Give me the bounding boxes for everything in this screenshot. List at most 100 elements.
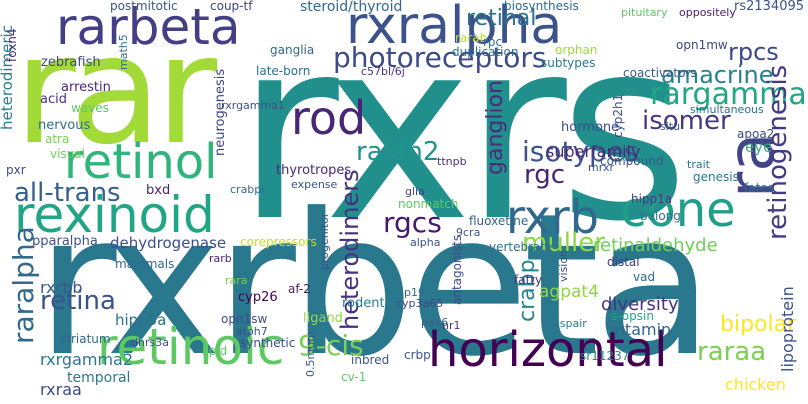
word-neurogenesis: neurogenesis: [213, 68, 228, 156]
word-bipolar: bipolar: [720, 312, 797, 337]
word-apoa2: apoa2: [737, 127, 775, 141]
word-rxralpha: rxralpha: [346, 0, 563, 56]
word-rpc: rpc: [483, 35, 503, 49]
word-alpha: alpha: [410, 236, 441, 249]
word-rodent: rodent: [342, 296, 385, 311]
word-nonmatch: nonmatch: [398, 197, 459, 211]
word-progenitor: progenitor: [318, 212, 331, 270]
word-pxr: pxr: [6, 163, 26, 177]
word-rar: rar: [14, 4, 217, 178]
word-superfamily: superfamily: [546, 142, 641, 161]
word-cyp26: cyp26: [238, 290, 278, 305]
word-rara: rara: [225, 274, 248, 287]
word-cyp2h1: cyp2h1: [611, 93, 625, 138]
word-postmitotic: postmitotic: [110, 0, 178, 13]
word-mammals: mammals: [115, 257, 175, 271]
word-raraa: raraa: [697, 337, 767, 367]
word-pituitary: pituitary: [621, 6, 668, 19]
word-diversity: diversity: [601, 294, 679, 315]
word-crabp: crabp: [515, 259, 540, 322]
word-photoreceptors: photoreceptors: [333, 41, 547, 74]
word-atoh7: atoh7: [236, 325, 268, 338]
word-chicken: chicken: [725, 375, 786, 394]
word-duplication: duplication: [452, 45, 519, 59]
word-nervous: nervous: [38, 118, 91, 133]
word-cyp3a65: cyp3a65: [396, 297, 444, 310]
word-lipoprotein: lipoprotein: [778, 286, 797, 372]
word-opn1sw: opn1sw: [221, 312, 268, 326]
word-arrestin: arrestin: [61, 80, 111, 95]
word-dhrs3a: dhrs3a: [131, 336, 169, 349]
word-c57bl-6j: c57bl/6j: [361, 65, 405, 78]
word-raldh2: raldh2: [356, 137, 440, 167]
word-crbp: crbp: [404, 348, 431, 362]
word-eye: eye: [745, 138, 773, 156]
word-acid: acid: [40, 92, 67, 107]
word-inbred: inbred: [351, 353, 390, 367]
word-ganglia: ganglia: [270, 43, 315, 57]
word-hipp5a: hipp5a: [115, 311, 167, 329]
word-9cra: 9cra: [456, 226, 481, 239]
word-temporal: temporal: [67, 370, 131, 386]
word-rarb: rarb: [209, 252, 232, 265]
word-vad: vad: [633, 270, 656, 284]
word-sr11237: sr11237: [580, 349, 630, 363]
word-rxrgamma1: rxrgamma1: [221, 99, 285, 112]
word-expense: expense: [291, 178, 338, 191]
word-pparalpha: pparalpha: [32, 234, 98, 249]
word-bxd: bxd: [146, 183, 171, 198]
word-subtypes: subtypes: [541, 56, 596, 70]
word-ligand: ligand: [303, 311, 343, 326]
word-striatum: striatum: [60, 332, 111, 346]
word-fatty: fatty: [514, 273, 543, 287]
word-zebrafish: zebrafish: [41, 55, 101, 70]
word-visual: visual: [50, 147, 85, 161]
word-agpat4: agpat4: [539, 282, 599, 302]
word-orphan: orphan: [555, 43, 598, 57]
word-rgcs: rgcs: [383, 206, 442, 239]
word-hipp1a: hipp1a: [631, 192, 673, 206]
word-despair: despair: [546, 317, 587, 330]
word-ttnpb: ttnpb: [437, 155, 467, 168]
word-math5: math5: [117, 34, 130, 70]
word-rgc: rgc: [524, 160, 566, 190]
word-rs2134095: rs2134095: [734, 0, 805, 14]
word-trait: trait: [687, 158, 710, 171]
word-rxrgamma2: rxrgamma2: [40, 350, 134, 369]
word-steroid-thyroid: steroid/thyroid: [300, 0, 403, 15]
word-biosynthesis: biosynthesis: [504, 0, 579, 13]
word-antagonists: antagonists: [450, 234, 464, 305]
word-amacrine: amacrine: [661, 61, 774, 89]
word-isomer: isomer: [642, 106, 731, 136]
word-oppositely: oppositely: [679, 6, 736, 19]
word-genesis: genesis: [693, 170, 739, 184]
word-dehydrogenase: dehydrogenase: [110, 234, 227, 252]
word-rxrbeta: rxrbeta: [36, 172, 714, 400]
word-distal: distal: [607, 255, 640, 269]
word-vertebrate: vertebrate: [489, 240, 553, 254]
word-cv-1: cv-1: [341, 370, 367, 384]
word-fluoxetine: fluoxetine: [469, 214, 529, 228]
word-retina: retina: [40, 286, 116, 316]
word-lipid: lipid: [202, 344, 228, 358]
word-rpcs: rpcs: [728, 38, 779, 66]
word-opn1mw: opn1mw: [676, 38, 728, 52]
word-vitamin: vitamin: [611, 320, 672, 339]
word-foxn4: foxn4: [5, 28, 19, 62]
word-coup-tf: coup-tf: [210, 0, 253, 13]
word-waves: waves: [71, 101, 109, 115]
word-atra: atra: [45, 132, 70, 146]
word-simultaneous: simultaneous: [690, 103, 764, 116]
word-synthetic: synthetic: [240, 336, 296, 350]
word-0-5mum: 0.5mum: [304, 331, 317, 377]
word-crabpi: crabpi: [230, 183, 265, 196]
word-glia: glia: [405, 185, 425, 198]
word-rxraa: rxraa: [40, 380, 82, 399]
word-hormone: hormone: [561, 120, 620, 135]
word-compound: compound: [600, 154, 664, 168]
word-af-2: af-2: [288, 282, 311, 296]
word-rarab: rarab: [455, 31, 488, 45]
word-late-born: late-born: [256, 64, 311, 78]
word-coactivators: coactivators: [623, 66, 697, 80]
